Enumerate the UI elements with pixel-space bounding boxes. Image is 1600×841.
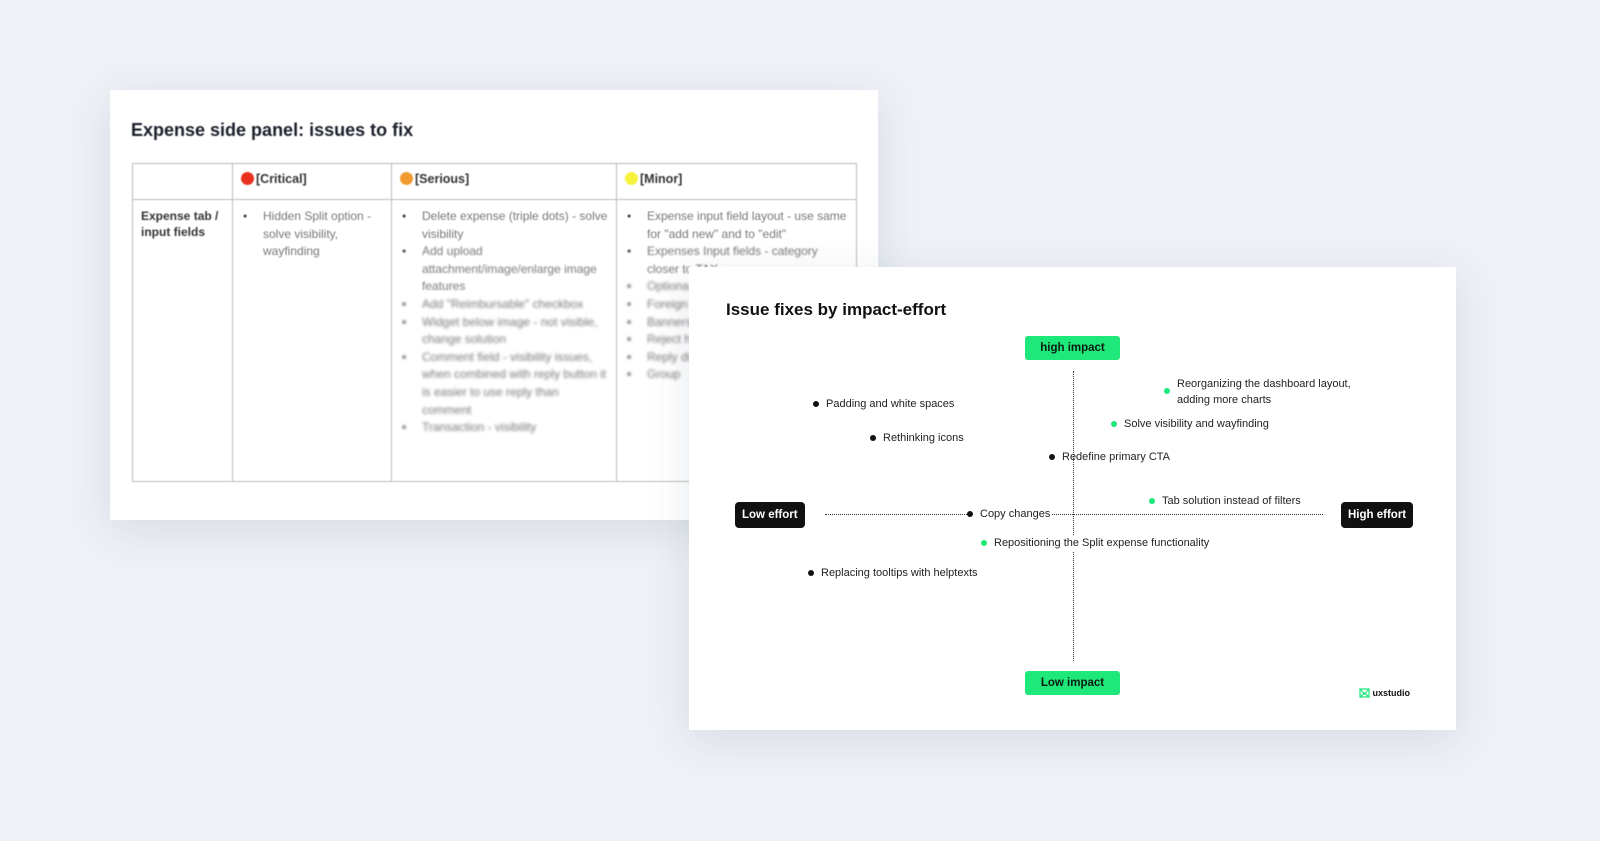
item-visibility: Solve visibility and wayfinding — [1111, 416, 1269, 432]
list-item: Widget below image - not visible, change… — [400, 314, 608, 349]
item-padding: Padding and white spaces — [813, 396, 954, 412]
item-dot-icon — [981, 540, 987, 546]
column-critical: [Critical] — [232, 163, 392, 200]
list-item: Expense input field layout - use same fo… — [625, 208, 848, 243]
item-dot-icon — [813, 401, 819, 407]
item-tab-solution: Tab solution instead of filters — [1149, 493, 1301, 509]
list-item: Hidden Split option - solve visibility, … — [241, 208, 383, 261]
impact-axis — [1073, 371, 1074, 661]
list-item: Transaction - visibility — [400, 419, 608, 437]
low-effort-label: Low effort — [735, 502, 805, 528]
high-impact-label: high impact — [1025, 336, 1120, 360]
item-dot-icon — [967, 511, 973, 517]
item-tooltips: Replacing tooltips with helptexts — [808, 565, 978, 581]
row-header: Expense tab / input fields — [132, 199, 233, 482]
critical-cell: Hidden Split option - solve visibility, … — [232, 199, 392, 482]
uxstudio-logo-icon — [1358, 688, 1370, 698]
column-minor: [Minor] — [616, 163, 857, 200]
serious-cell: Delete expense (triple dots) - solve vis… — [391, 199, 617, 482]
list-item: Add upload attachment/image/enlarge imag… — [400, 243, 608, 296]
column-serious: [Serious] — [391, 163, 617, 200]
critical-dot-icon — [241, 172, 254, 185]
minor-dot-icon — [625, 172, 638, 185]
item-dot-icon — [1049, 454, 1055, 460]
item-dot-icon — [1164, 388, 1170, 394]
list-item: Comment field - visibility issues, when … — [400, 349, 608, 419]
slide-title: Issue fixes by impact-effort — [726, 300, 947, 319]
list-item: Delete expense (triple dots) - solve vis… — [400, 208, 608, 243]
item-icons: Rethinking icons — [870, 430, 964, 446]
issues-table: [Critical] [Serious] [Minor] Expense tab… — [132, 163, 857, 482]
low-impact-label: Low impact — [1025, 671, 1120, 695]
uxstudio-logo: uxstudio — [1358, 688, 1410, 698]
impact-effort-slide: Issue fixes by impact-effort high impact… — [689, 267, 1456, 730]
list-item: Add "Reimbursable" checkbox — [400, 296, 608, 314]
effort-axis — [825, 514, 1323, 515]
serious-dot-icon — [400, 172, 413, 185]
high-effort-label: High effort — [1341, 502, 1414, 528]
item-dot-icon — [1149, 498, 1155, 504]
slide-title: Expense side panel: issues to fix — [131, 120, 414, 140]
item-cta: Redefine primary CTA — [1049, 449, 1170, 465]
item-dot-icon — [1111, 421, 1117, 427]
item-dot-icon — [870, 435, 876, 441]
item-dashboard: Reorganizing the dashboard layout, addin… — [1164, 376, 1364, 408]
item-copy: Copy changes — [967, 506, 1053, 522]
item-split: Repositioning the Split expense function… — [981, 535, 1210, 551]
list-item: Group — [625, 366, 848, 384]
item-dot-icon — [808, 570, 814, 576]
table-header-row: [Critical] [Serious] [Minor] — [132, 163, 857, 200]
